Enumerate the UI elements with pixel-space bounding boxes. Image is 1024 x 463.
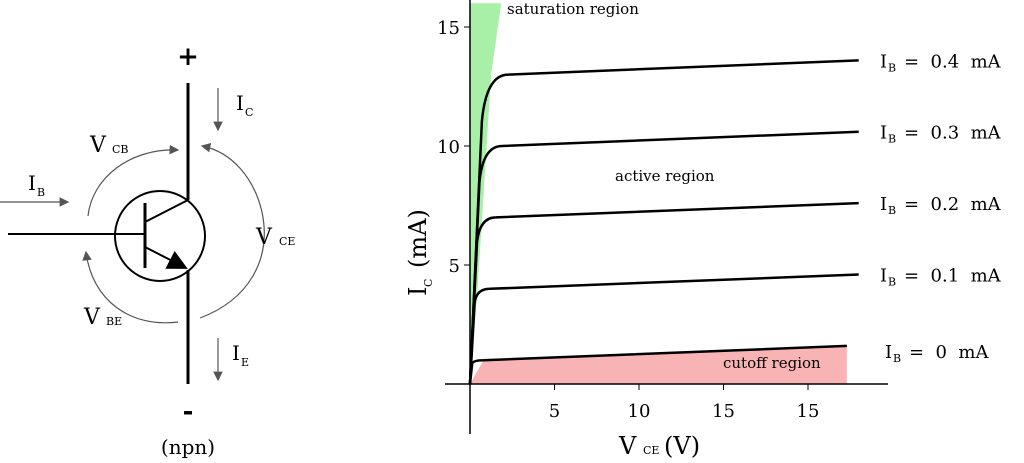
npn-caption: (npn): [161, 435, 215, 459]
svg-text:B: B: [888, 276, 896, 289]
svg-text:E: E: [241, 356, 249, 369]
svg-text:= 0.1 mA: = 0.1 mA: [904, 266, 1002, 287]
y-tick-label: 5: [449, 256, 460, 277]
vbe-arc: [82, 250, 179, 324]
active-region-label: active region: [615, 167, 715, 185]
vce-arc: [199, 142, 265, 319]
saturation-region-fill: [470, 3, 502, 384]
svg-text:C: C: [422, 279, 435, 287]
vce-label: V CE: [255, 225, 295, 250]
vcb-label: V CB: [89, 133, 129, 158]
ib-curve: [468, 201, 859, 385]
svg-text:I: I: [236, 91, 244, 115]
svg-text:B: B: [888, 61, 896, 74]
x-tick-label: 10: [628, 401, 651, 422]
ic-label: I C: [236, 91, 253, 119]
svg-text:C: C: [245, 106, 253, 119]
svg-text:I: I: [404, 287, 432, 296]
cutoff-region-fill: [470, 345, 847, 384]
ib-curve: [468, 273, 859, 385]
svg-text:V: V: [618, 432, 637, 460]
svg-text:B: B: [888, 133, 896, 146]
svg-text:I: I: [880, 194, 887, 215]
svg-text:= 0.3 mA: = 0.3 mA: [904, 123, 1002, 144]
x-axis-label: V CE (V): [618, 432, 700, 460]
collector-lead: [144, 199, 189, 223]
curve-label: I B = 0.1 mA: [880, 266, 1002, 289]
svg-text:I: I: [885, 342, 892, 363]
svg-text:V: V: [89, 133, 107, 158]
svg-text:I: I: [880, 266, 887, 287]
y-tick-label: 10: [437, 137, 460, 158]
svg-text:V: V: [255, 225, 273, 250]
svg-text:CE: CE: [279, 235, 295, 248]
svg-text:I: I: [880, 123, 887, 144]
curve-labels: I B = 0.4 mAI B = 0.3 mAI B = 0.2 mAI B = 0.1 mA…: [880, 51, 1002, 365]
chart-ticks: 5 10 15 15 5 10 15: [437, 18, 819, 422]
plus-sign: +: [177, 42, 199, 72]
svg-text:B: B: [888, 204, 896, 217]
curve-label: I B = 0.4 mA: [880, 51, 1002, 74]
svg-text:(mA): (mA): [404, 209, 432, 268]
svg-text:(V): (V): [664, 432, 700, 460]
svg-text:BE: BE: [106, 315, 122, 328]
vbe-label: V BE: [83, 305, 122, 330]
minus-sign: -: [183, 397, 194, 427]
y-axis-label: I C (mA): [404, 209, 435, 296]
ib-curve: [468, 344, 847, 385]
svg-text:I: I: [880, 51, 887, 72]
curve-label: I B = 0.3 mA: [880, 123, 1002, 146]
svg-text:CB: CB: [112, 143, 129, 156]
svg-text:I: I: [232, 341, 240, 365]
svg-text:V: V: [83, 305, 101, 330]
y-tick-label: 15: [437, 18, 460, 39]
svg-text:= 0.4 mA: = 0.4 mA: [904, 51, 1002, 72]
x-tick-label: 15: [712, 401, 735, 422]
ib-label: I B: [28, 171, 45, 199]
transistor-circle: [114, 190, 206, 282]
vcb-arc: [87, 144, 180, 217]
svg-text:= 0.2 mA: = 0.2 mA: [904, 194, 1002, 215]
ib-curve: [468, 59, 859, 385]
svg-text:= 0 mA: = 0 mA: [909, 342, 989, 363]
ie-label: I E: [232, 341, 249, 369]
svg-text:B: B: [893, 352, 901, 365]
curve-label: I B = 0 mA: [885, 342, 989, 365]
npn-circuit: + - I C I B I E V: [0, 42, 295, 459]
saturation-region-label: saturation region: [507, 0, 639, 18]
ib-curve: [468, 130, 859, 385]
svg-text:B: B: [37, 186, 45, 199]
curve-label: I B = 0.2 mA: [880, 194, 1002, 217]
svg-text:I: I: [28, 171, 36, 195]
x-tick-label: 15: [797, 401, 820, 422]
x-tick-label: 5: [549, 401, 560, 422]
emitter-arrow: [144, 246, 188, 269]
svg-text:CE: CE: [643, 444, 659, 457]
cutoff-region-label: cutoff region: [723, 354, 821, 372]
chart-curves: [468, 59, 859, 385]
